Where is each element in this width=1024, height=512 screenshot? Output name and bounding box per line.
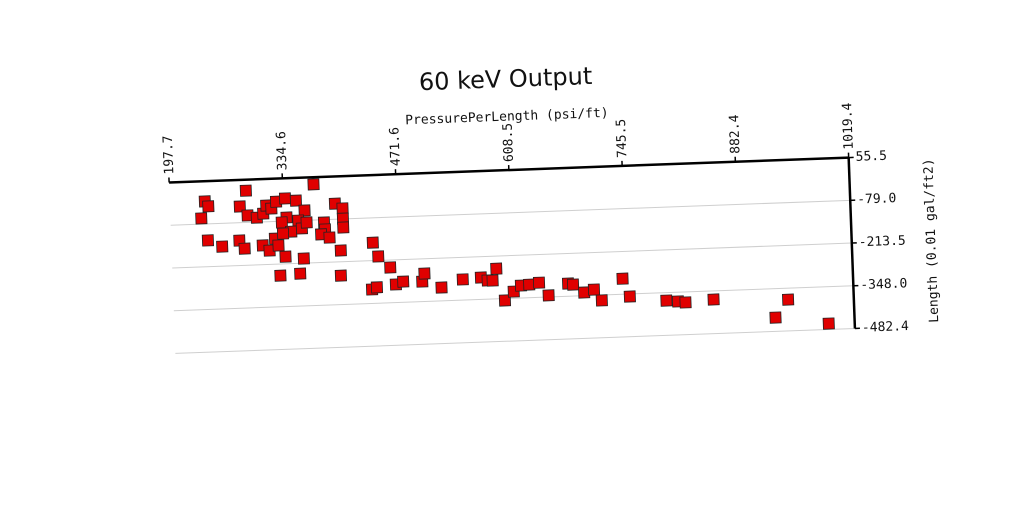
- marker: [486, 274, 499, 287]
- x-axis-line: [169, 156, 849, 184]
- marker: [782, 293, 795, 306]
- marker: [366, 236, 379, 249]
- marker: [334, 244, 347, 257]
- marker: [233, 200, 246, 213]
- marker: [274, 269, 287, 282]
- marker: [822, 317, 835, 330]
- marker: [769, 311, 782, 324]
- marker: [279, 250, 292, 263]
- x-tick-label: 608.5: [501, 123, 517, 163]
- x-tick-label: 334.6: [274, 131, 290, 171]
- marker: [660, 294, 673, 307]
- y-tick-label: -79.0: [857, 191, 897, 207]
- marker: [707, 293, 720, 306]
- x-tick-label: 745.5: [614, 118, 630, 158]
- marker: [595, 294, 608, 307]
- marker: [679, 296, 692, 309]
- marker: [566, 278, 580, 291]
- grid-line: [175, 327, 855, 354]
- marker: [294, 267, 307, 280]
- marker: [307, 178, 320, 191]
- y-tick-label: 55.5: [855, 149, 887, 165]
- marker: [490, 262, 503, 275]
- chart-title: 60 keV Output: [418, 62, 592, 96]
- marker: [300, 216, 313, 229]
- marker: [239, 184, 252, 197]
- plot-area: 60 keV Output PressurePerLength (psi/ft)…: [161, 62, 942, 354]
- y-axis-label: Length (0.01 gal/ft2): [921, 158, 942, 323]
- marker: [336, 202, 349, 215]
- x-tick-label: 882.4: [727, 114, 743, 154]
- y-axis-line: [847, 157, 857, 329]
- x-tick-label: 197.7: [161, 135, 177, 175]
- marker: [323, 231, 336, 244]
- marker: [216, 240, 229, 253]
- x-tick-label: 471.6: [387, 127, 403, 167]
- marker: [202, 200, 215, 213]
- marker: [456, 273, 469, 286]
- marker: [297, 252, 310, 265]
- marker: [201, 234, 215, 247]
- marker: [542, 289, 555, 302]
- marker: [532, 276, 546, 289]
- y-tick-label: -482.4: [862, 319, 910, 336]
- marker: [195, 212, 208, 225]
- marker: [435, 281, 448, 294]
- marker: [278, 192, 292, 205]
- marker: [298, 204, 311, 217]
- marker: [272, 239, 285, 252]
- x-tick-label: 1019.4: [840, 102, 857, 150]
- x-axis-label: PressurePerLength (psi/ft): [405, 106, 609, 128]
- y-tick-label: -348.0: [860, 276, 907, 293]
- marker: [370, 281, 384, 294]
- marker: [616, 272, 629, 285]
- grid-line: [172, 242, 852, 269]
- marker: [418, 267, 431, 280]
- marker: [372, 250, 385, 263]
- grid-line: [173, 285, 854, 312]
- marker: [337, 221, 350, 234]
- marker: [384, 261, 397, 274]
- marker: [334, 269, 347, 282]
- y-tick-label: -213.5: [859, 234, 906, 251]
- marker: [623, 290, 636, 303]
- marker: [238, 242, 251, 255]
- marker: [397, 275, 410, 288]
- marker: [276, 227, 290, 240]
- marker: [498, 294, 512, 307]
- marker: [587, 283, 601, 296]
- marker: [289, 194, 303, 207]
